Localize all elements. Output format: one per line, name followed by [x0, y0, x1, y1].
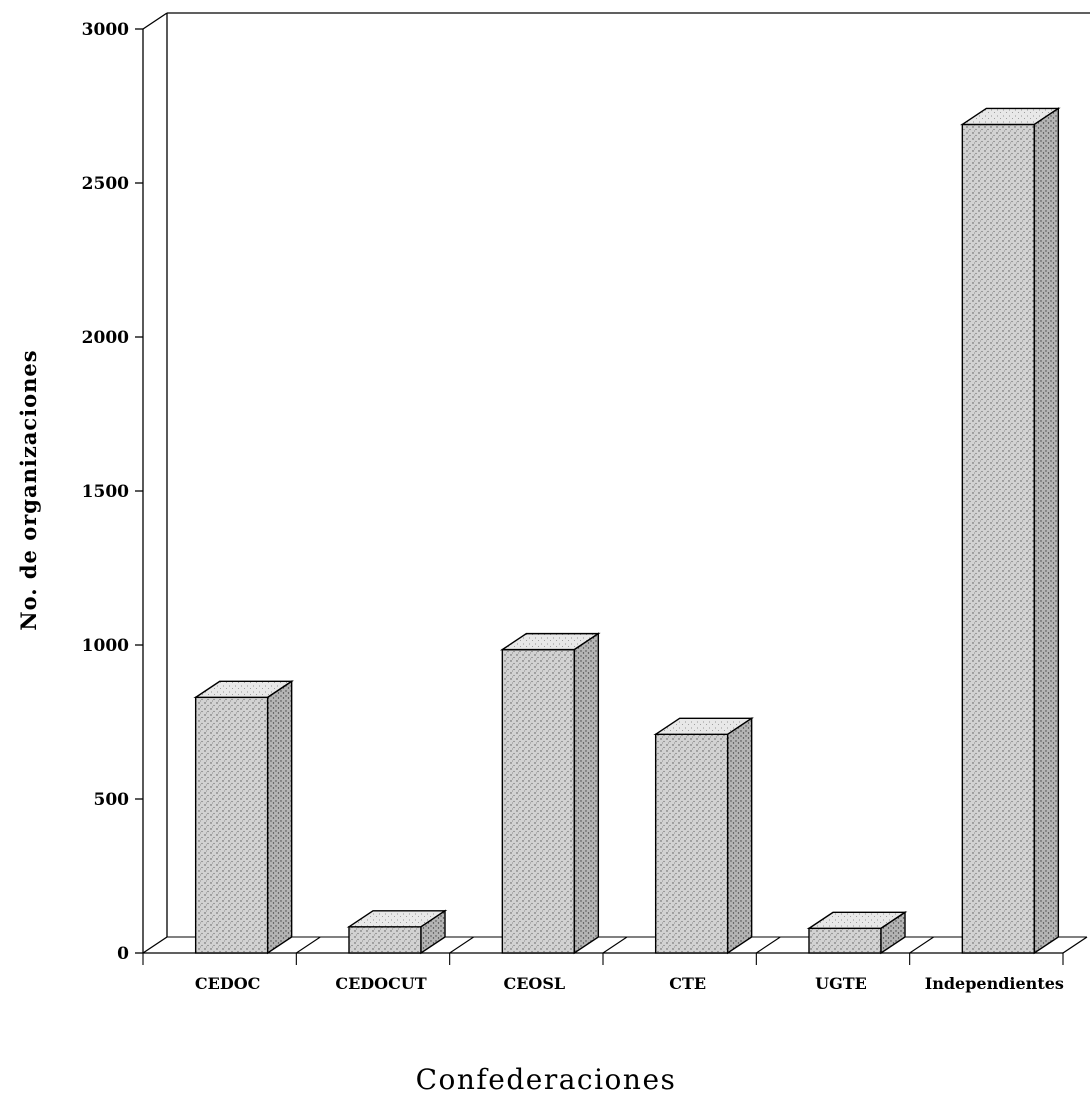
x-tick-label-independientes: Independientes: [925, 974, 1064, 993]
bar-side: [573, 632, 600, 955]
bar-side: [420, 909, 446, 955]
bar-side: [880, 911, 906, 955]
bar-front: [501, 648, 576, 954]
bar-ceosl: [500, 632, 601, 955]
y-axis-title: No. de organizaciones: [16, 349, 41, 630]
y-tick-label: 3000: [82, 20, 129, 40]
floor-divider: [602, 936, 628, 954]
floor-left-edge: [142, 936, 168, 954]
y-tick-label: 1500: [82, 482, 129, 502]
x-tick-label-ceosl: CEOSL: [503, 974, 565, 993]
y-tick-label: 500: [94, 790, 130, 810]
bar-side: [726, 717, 753, 955]
x-tick-label-ugte: UGTE: [815, 974, 867, 993]
x-tick-label-cte: CTE: [669, 974, 706, 993]
bar-independientes: [960, 107, 1061, 955]
bar-front: [348, 926, 422, 954]
floor-divider: [296, 936, 321, 954]
axes-frame: [135, 12, 1090, 965]
x-tick-label-cedoc: CEDOC: [195, 974, 260, 993]
bar-front: [808, 927, 882, 954]
y-tick-label: 0: [117, 944, 129, 964]
bar-front: [654, 733, 729, 954]
floor-divider: [756, 936, 781, 954]
bar-cte: [653, 717, 754, 955]
y-tick-label: 2000: [82, 328, 129, 348]
x-axis-title: Confederaciones: [416, 1063, 677, 1096]
bar-front: [961, 123, 1036, 954]
bar-front: [194, 696, 269, 954]
bar-side: [266, 680, 293, 955]
floor-divider: [909, 936, 934, 954]
y-tick-label: 2500: [82, 174, 129, 194]
bar-ugte: [806, 911, 908, 955]
bars: [193, 107, 1061, 955]
floor-divider: [449, 936, 474, 954]
x-tick-label-cedocut: CEDOCUT: [335, 974, 426, 993]
bar-cedoc: [193, 680, 294, 955]
bar-cedocut: [346, 909, 448, 955]
back-wall-top-edge: [142, 12, 168, 30]
y-tick-label: 1000: [82, 636, 129, 656]
bar-side: [1033, 107, 1060, 955]
floor-right-edge: [1062, 936, 1088, 954]
labels: 0 500 1000 1500 2000 2500 3000 CEDOC CEDOCUT CEOS…: [16, 20, 1064, 1096]
